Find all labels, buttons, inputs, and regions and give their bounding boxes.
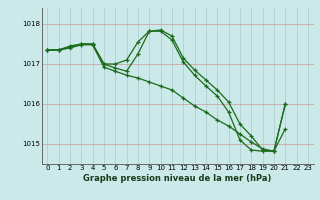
X-axis label: Graphe pression niveau de la mer (hPa): Graphe pression niveau de la mer (hPa) bbox=[84, 174, 272, 183]
